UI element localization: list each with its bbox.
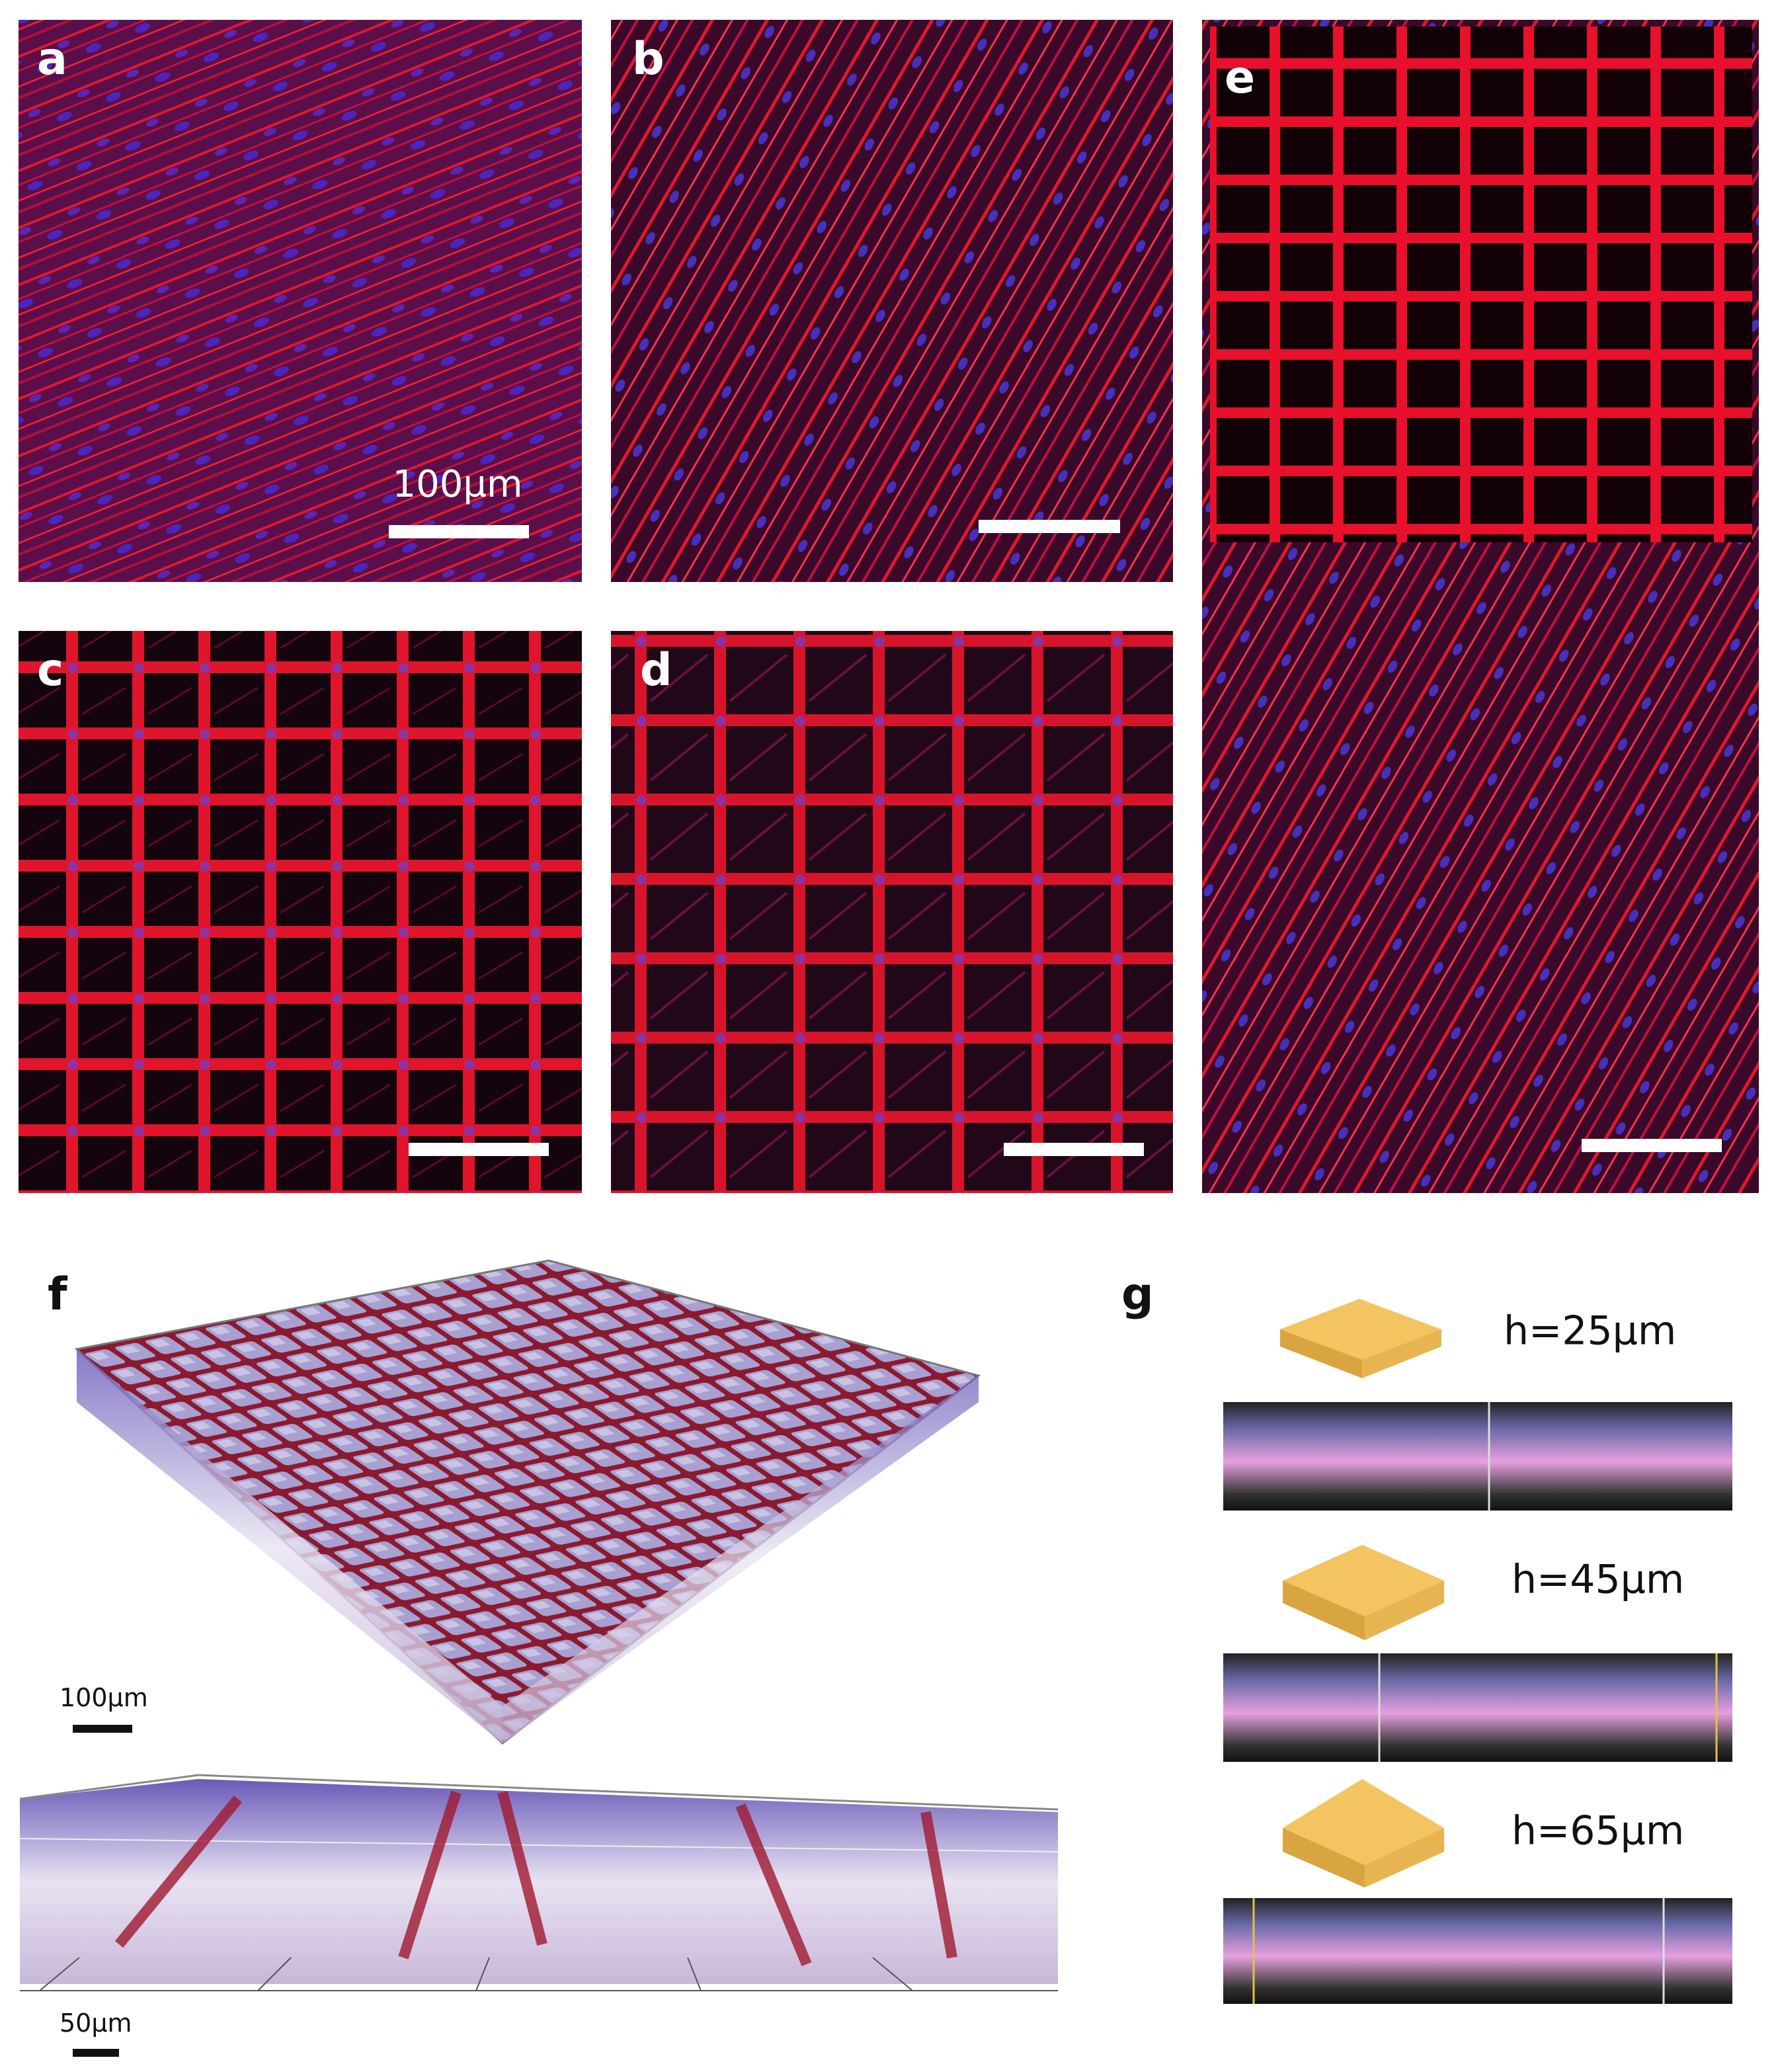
scale-bar: [73, 1725, 132, 1733]
panel-label: c: [37, 644, 63, 696]
panel-label: a: [37, 33, 67, 85]
scale-bar-label: 100µm: [60, 1683, 148, 1712]
height-label: h=45µm: [1512, 1557, 1684, 1603]
bounding-box: [19, 1838, 1059, 1852]
cross-section: [1223, 1402, 1732, 1511]
bounding-box: [19, 1774, 1059, 1811]
panel-c-image: [19, 631, 582, 1193]
panel-d-image: [611, 631, 1173, 1193]
scale-bar-label: 100µm: [392, 463, 522, 506]
red-fibers: [114, 1790, 957, 1967]
scale-bar: [389, 525, 529, 538]
scaffold-icon: [1283, 1779, 1444, 1887]
cross-section: [1223, 1653, 1732, 1762]
scale-bar: [409, 1143, 549, 1156]
panel-e-grid: [1210, 26, 1752, 542]
3d-scaffold-side: [77, 1349, 503, 1743]
scale-bar-label: 50µm: [60, 2009, 132, 2038]
scaffold-icon: [1280, 1299, 1441, 1378]
cross-section: [1223, 1898, 1732, 2004]
height-label: h=25µm: [1504, 1308, 1676, 1354]
panel-label: d: [640, 644, 672, 696]
panel-label: f: [48, 1268, 68, 1321]
scaffold-icon: [1283, 1545, 1444, 1640]
3d-scaffold-side: [503, 1376, 979, 1743]
floor-grid: [20, 1957, 1058, 1991]
panel-label: e: [1225, 52, 1255, 104]
panel-a-image: [19, 20, 582, 582]
scale-bar: [979, 520, 1120, 533]
height-label: h=65µm: [1512, 1808, 1684, 1854]
panel-b-image: [611, 20, 1173, 582]
scale-bar: [1004, 1143, 1144, 1156]
panel-label: g: [1121, 1268, 1154, 1321]
scale-bar: [73, 2049, 119, 2057]
scale-bar: [1582, 1139, 1722, 1152]
panel-label: b: [632, 33, 665, 85]
